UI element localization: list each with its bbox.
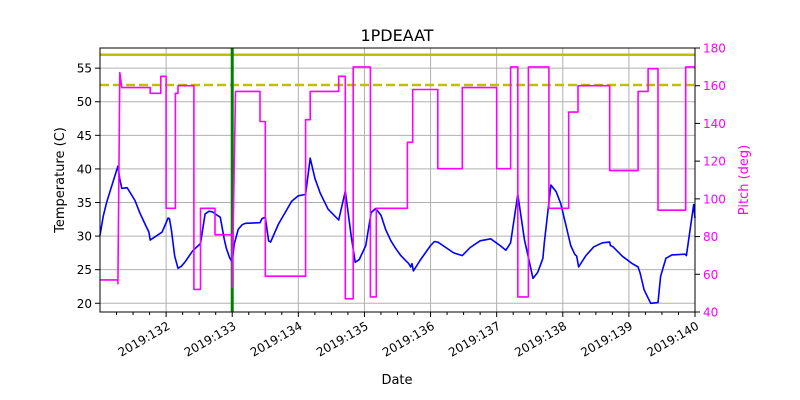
y-tick-label: 50: [77, 95, 92, 109]
y-tick-label: 55: [77, 62, 92, 76]
x-tick-label: 2019:135: [314, 319, 371, 360]
x-tick-label: 2019:132: [116, 319, 173, 360]
reference-lines: [100, 48, 695, 312]
y-tick-label: 45: [77, 129, 92, 143]
pitch-series-line: [100, 66, 695, 300]
y2-tick-label: 160: [703, 79, 726, 93]
x-tick-label: 2019:139: [578, 319, 635, 360]
y2-tick-label: 40: [703, 306, 718, 320]
y2-tick-label: 180: [703, 42, 726, 56]
grid: [100, 48, 696, 312]
y-tick-label: 40: [77, 162, 92, 176]
chart-title: 1PDEAAT: [360, 26, 433, 45]
y-tick-label: 30: [77, 230, 92, 244]
x-tick-label: 2019:138: [512, 319, 569, 360]
x-axis-label: Date: [381, 373, 412, 388]
series-group: [99, 66, 696, 305]
y2-tick-label: 100: [703, 192, 726, 206]
plot-frame: [99, 47, 696, 313]
y-tick-label: 35: [77, 196, 92, 210]
y2-tick-label: 60: [703, 268, 718, 282]
y2-tick-label: 120: [703, 155, 726, 169]
x-tick-label: 2019:140: [645, 319, 702, 360]
y2-axis-label: Pitch (deg): [737, 145, 752, 215]
x-tick-label: 2019:137: [446, 319, 503, 360]
x-tick-label: 2019:136: [380, 319, 437, 360]
y-axis-label: Temperature (C): [53, 127, 68, 234]
y-tick-label: 25: [77, 263, 92, 277]
temperature-series-line: [99, 157, 696, 305]
y2-tick-label: 80: [703, 230, 718, 244]
y2-tick-label: 140: [703, 117, 726, 131]
y-tick-label: 20: [77, 297, 92, 311]
x-tick-label: 2019:134: [248, 319, 305, 360]
x-tick-label: 2019:133: [182, 319, 239, 360]
